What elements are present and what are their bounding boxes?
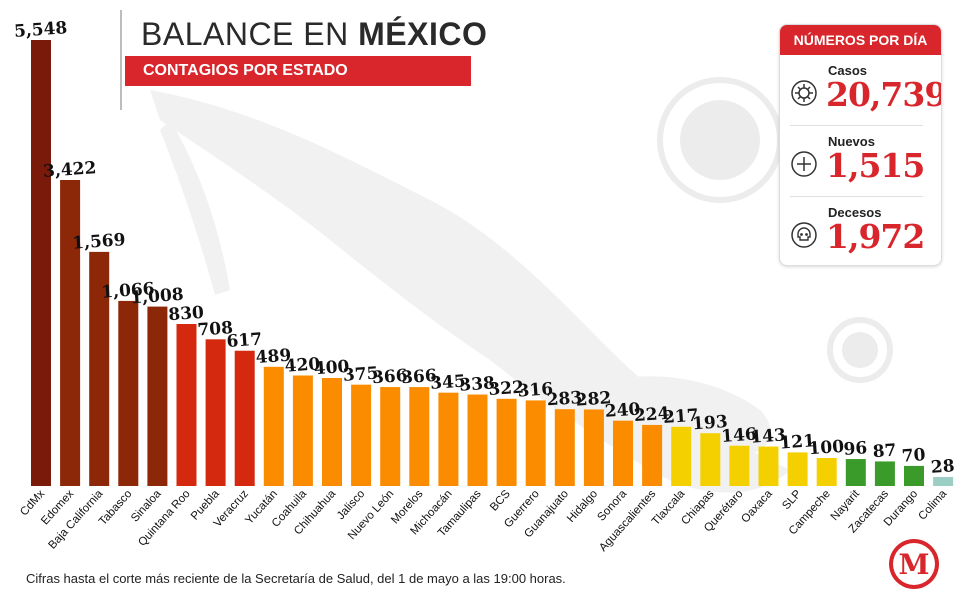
bar-value-label: 830 [168, 303, 205, 325]
bar-value-label: 366 [401, 366, 438, 388]
bar-zacatecas [874, 461, 895, 486]
bar-edomex [60, 180, 81, 486]
bar-value-label: 5,548 [13, 18, 67, 42]
plus-circle-icon [791, 151, 817, 177]
bar-durango [904, 465, 924, 486]
bar-value-label: 1,569 [72, 230, 126, 254]
bar-sonora [613, 420, 633, 486]
bar-tamaulipas [467, 394, 488, 486]
stat-decesos: Decesos 1,972 [790, 197, 925, 265]
bar-value-label: 96 [843, 438, 868, 460]
bar-yucatán [263, 366, 284, 486]
value-labels-group: 5,548 3,422 1,569 1,0661,008830708617489420… [13, 18, 955, 478]
stat-value: 1,972 [826, 217, 925, 256]
bar-coahuila [292, 375, 313, 486]
daily-stats-panel: NÚMEROS POR DÍA Casos 20,739 Nuevos 1,51… [779, 24, 942, 266]
bar-value-label: 366 [371, 366, 408, 388]
bar-value-label: 3,422 [43, 158, 97, 182]
bar-querétaro [729, 445, 750, 486]
bar-chihuahua [322, 378, 342, 486]
bar-michoacán [438, 392, 459, 486]
bar-puebla [205, 339, 226, 486]
bar-value-label: 1,008 [130, 285, 184, 309]
category-label: SLP [780, 488, 804, 512]
bar-oaxaca [758, 446, 779, 486]
stat-label: Casos [828, 63, 868, 78]
bar-value-label: 193 [692, 412, 729, 434]
bar-value-label: 121 [779, 431, 816, 453]
bar-value-label: 375 [342, 363, 379, 385]
bar-colima [933, 477, 954, 486]
stat-casos: Casos 20,739 [790, 55, 941, 126]
bar-morelos [409, 387, 430, 486]
bars-group [31, 40, 954, 486]
bar-value-label: 282 [575, 388, 612, 410]
bar-value-label: 143 [750, 425, 787, 447]
bar-chiapas [700, 433, 721, 486]
bar-value-label: 224 [633, 404, 670, 426]
category-label: Oaxaca [739, 488, 775, 526]
stat-value: 1,515 [826, 146, 925, 185]
virus-icon [791, 80, 817, 106]
bar-value-label: 217 [662, 406, 699, 428]
bar-value-label: 322 [488, 378, 525, 400]
bar-value-label: 1,066 [101, 279, 155, 303]
bar-value-label: 87 [872, 441, 897, 463]
bar-baja-california [89, 251, 110, 486]
category-label: Quintana Roo [136, 488, 192, 549]
category-label: Colima [916, 488, 949, 523]
bar-value-label: 316 [517, 379, 554, 401]
stats-panel-title: NÚMEROS POR DÍA [780, 25, 941, 55]
category-label: BCS [488, 488, 513, 514]
bar-value-label: 338 [459, 373, 496, 395]
bar-jalisco [351, 384, 372, 486]
bar-value-label: 617 [226, 330, 263, 352]
bar-value-label: 708 [197, 318, 234, 340]
bar-nayarit [845, 459, 866, 486]
bar-value-label: 420 [284, 354, 321, 376]
page-title: BALANCE EN MÉXICO [141, 16, 488, 52]
bar-sinaloa [147, 306, 168, 486]
stat-label: Decesos [828, 205, 882, 220]
bar-aguascalientes [642, 424, 663, 486]
bar-value-label: 400 [313, 357, 350, 379]
bar-guerrero [525, 400, 546, 486]
bar-hidalgo [583, 409, 604, 486]
brand-logo-letter: M [899, 548, 930, 581]
bar-value-label: 28 [930, 456, 955, 478]
bar-value-label: 100 [808, 437, 845, 459]
footer-note: Cifras hasta el corte más reciente de la… [26, 571, 566, 586]
bar-nuevo-león [380, 387, 401, 486]
bar-bcs [496, 398, 517, 486]
bar-slp [787, 452, 808, 486]
bar-value-label: 489 [255, 346, 292, 368]
category-label: Hidalgo [565, 488, 600, 525]
bar-tabasco [118, 300, 139, 486]
chart-subtitle: CONTAGIOS POR ESTADO [125, 56, 471, 86]
bar-value-label: 70 [901, 445, 926, 467]
bar-value-label: 240 [604, 399, 641, 421]
skull-icon [791, 222, 817, 248]
bar-value-label: 146 [721, 425, 758, 447]
bar-guanajuato [554, 409, 575, 486]
stat-label: Nuevos [828, 134, 875, 149]
bar-value-label: 345 [430, 371, 467, 393]
stat-nuevos: Nuevos 1,515 [790, 126, 925, 197]
bar-cdmx [31, 40, 51, 486]
stat-value: 20,739 [826, 75, 942, 114]
bar-tlaxcala [671, 426, 692, 486]
brand-logo: M [889, 539, 939, 589]
title-divider [120, 10, 122, 110]
bar-campeche [816, 458, 837, 486]
bar-veracruz [234, 350, 255, 486]
bar-quintana-roo [176, 324, 197, 486]
bar-value-label: 283 [546, 388, 583, 410]
